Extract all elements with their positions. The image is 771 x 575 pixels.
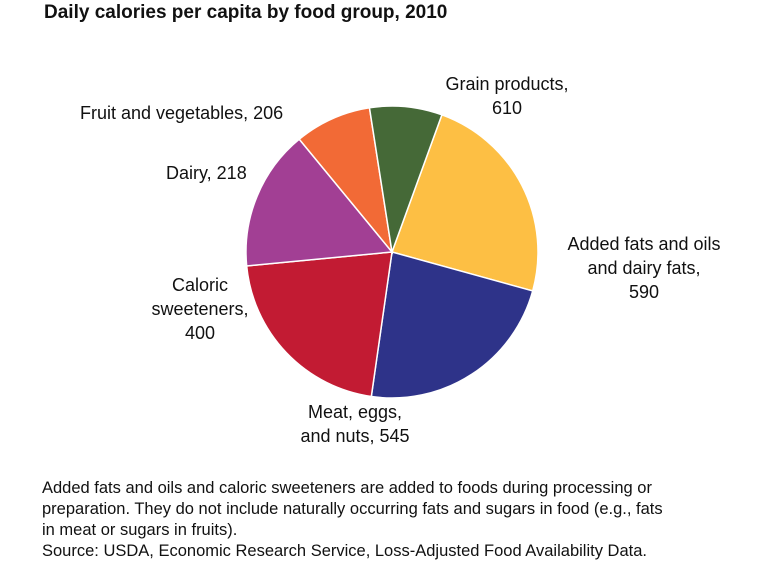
slice-label-meat-eggs-nuts: Meat, eggs, and nuts, 545 [300,402,410,446]
source-line: Source: USDA, Economic Research Service,… [42,542,647,560]
pie-slice-fruit-and-vegetables [368,105,443,253]
footnote: Added fats and oils and caloric sweetene… [42,478,762,562]
pie-slice-grain-products [391,113,539,292]
chart-title: Daily calories per capita by food group,… [44,2,448,23]
footnote-line: Added fats and oils and caloric sweetene… [42,479,652,497]
slice-label-fruit-vegetables: Fruit and vegetables, 206 [80,103,284,123]
pie-slice-added-fats-and-oils-and-dairy-fats [370,251,534,399]
pie-slice-caloric-sweeteners [245,138,394,267]
slice-label-caloric-sweeteners: Caloric sweeteners, 400 [151,275,249,343]
pie-slice-meat-eggs-and-nuts [245,251,393,398]
footnote-line: in meat or sugars in fruits). [42,521,238,539]
slice-label-added-fats: Added fats and oils and dairy fats, 590 [567,234,721,302]
slice-label-dairy: Dairy, 218 [166,163,247,183]
slice-label-grain-products: Grain products, 610 [445,74,569,118]
footnote-line: preparation. They do not include natural… [42,500,663,518]
